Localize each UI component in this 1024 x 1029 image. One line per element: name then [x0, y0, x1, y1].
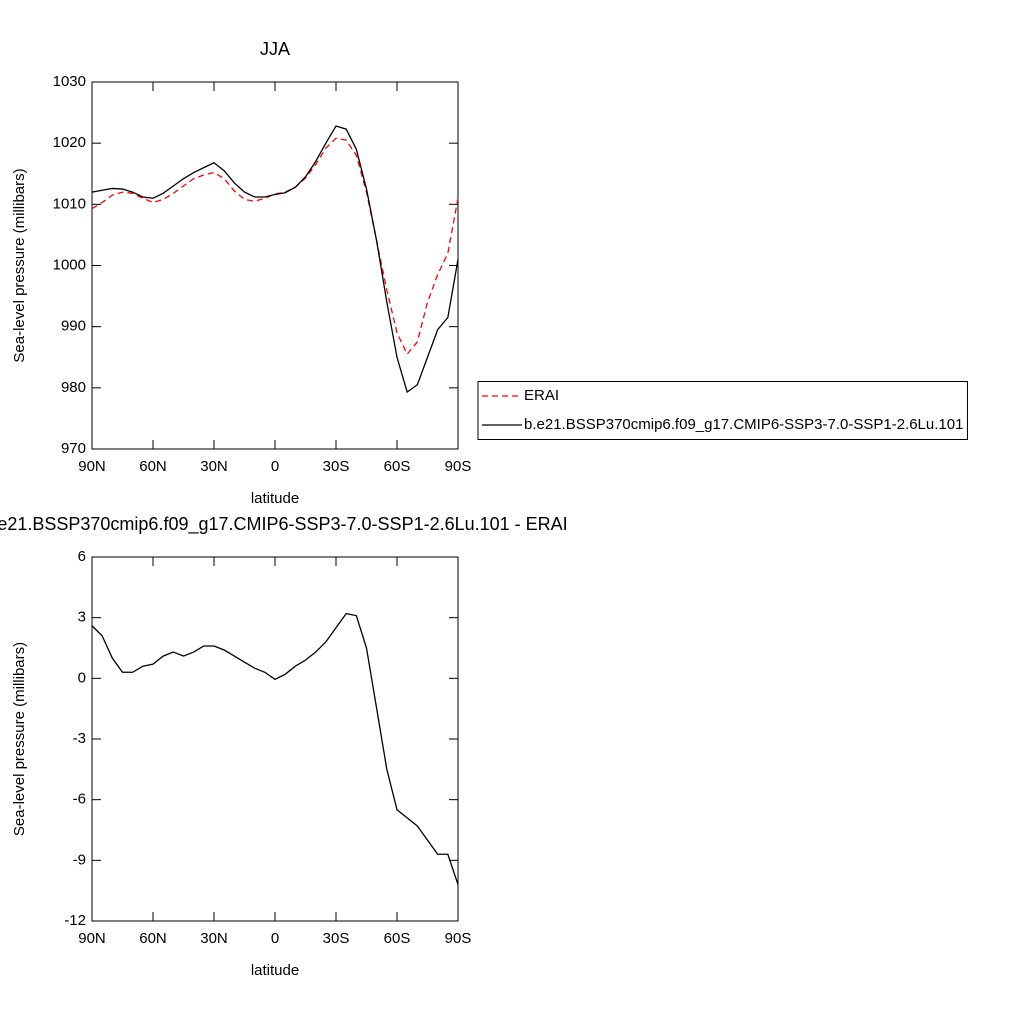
- x-tick-label: 0: [271, 458, 279, 475]
- chart-title: JJA: [260, 39, 290, 59]
- y-tick-label: 1030: [53, 73, 86, 90]
- x-tick-label: 90S: [445, 458, 472, 475]
- y-tick-label: 6: [78, 548, 86, 565]
- legend-label: ERAI: [524, 387, 559, 404]
- x-tick-label: 0: [271, 930, 279, 947]
- y-tick-label: -12: [64, 912, 86, 929]
- y-tick-label: 980: [61, 379, 86, 396]
- y-tick-label: 970: [61, 440, 86, 457]
- y-axis-label: Sea-level pressure (millibars): [11, 168, 28, 362]
- x-tick-label: 30S: [323, 458, 350, 475]
- x-axis-label: latitude: [251, 490, 299, 507]
- y-axis-label: Sea-level pressure (millibars): [11, 642, 28, 836]
- x-tick-label: 60S: [384, 930, 411, 947]
- x-axis-label: latitude: [251, 962, 299, 979]
- data-line: [91, 612, 459, 885]
- chart-title: b.e21.BSSP370cmip6.f09_g17.CMIP6-SSP3-7.…: [0, 514, 568, 535]
- x-tick-label: 60S: [384, 458, 411, 475]
- x-tick-label: 60N: [139, 930, 167, 947]
- x-tick-label: 90N: [78, 458, 106, 475]
- x-tick-label: 90N: [78, 930, 106, 947]
- x-tick-label: 30S: [323, 930, 350, 947]
- plot-frame: [91, 81, 459, 450]
- plot-frame: [91, 556, 459, 922]
- x-tick-label: 90S: [445, 930, 472, 947]
- y-tick-label: 3: [78, 609, 86, 626]
- y-tick-label: 1020: [53, 134, 86, 151]
- y-tick-label: 0: [78, 669, 86, 686]
- y-tick-label: 990: [61, 318, 86, 335]
- y-tick-label: 1010: [53, 195, 86, 212]
- data-line: [91, 125, 459, 394]
- data-line: [91, 137, 459, 356]
- x-tick-label: 30N: [200, 930, 228, 947]
- x-tick-label: 60N: [139, 458, 167, 475]
- legend-label: b.e21.BSSP370cmip6.f09_g17.CMIP6-SSP3-7.…: [524, 416, 963, 433]
- y-tick-label: -3: [73, 730, 86, 747]
- x-tick-label: 30N: [200, 458, 228, 475]
- y-tick-label: -6: [73, 791, 86, 808]
- y-tick-label: -9: [73, 851, 86, 868]
- y-tick-label: 1000: [53, 256, 86, 273]
- legend-frame: [477, 381, 968, 440]
